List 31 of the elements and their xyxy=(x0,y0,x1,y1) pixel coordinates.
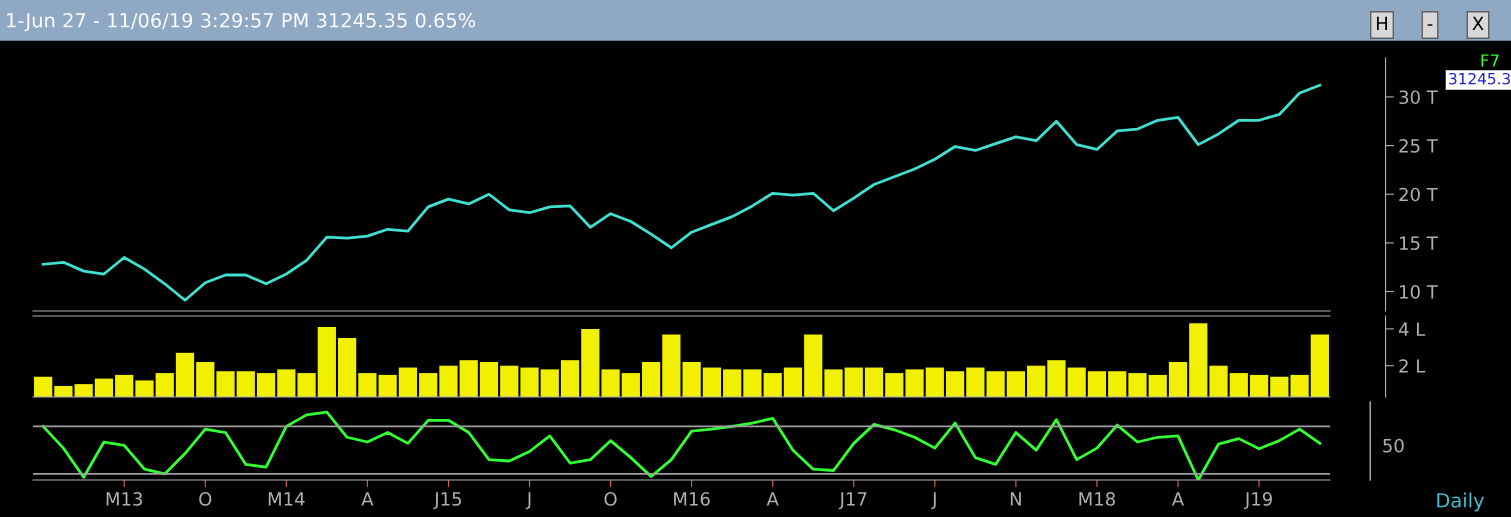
x-tick-label: N xyxy=(1010,492,1021,506)
line-series xyxy=(41,83,1322,302)
x-tick-label: J17 xyxy=(838,492,867,510)
y-tick-label: 10 T xyxy=(1400,285,1438,299)
y-tick-label: 20 T xyxy=(1399,187,1438,202)
x-tick-label: A xyxy=(361,492,374,506)
y-tick-label: 2 L xyxy=(1399,359,1426,373)
x-tick-label: J15 xyxy=(433,492,462,510)
text: 50 xyxy=(1383,438,1404,453)
x-tick-label: O xyxy=(199,492,212,506)
x-tick-label: M13 xyxy=(106,492,143,506)
y-tick-label: 25 T xyxy=(1399,139,1438,153)
text: 31245.3 xyxy=(1449,72,1510,85)
text: Daily xyxy=(1437,492,1485,512)
x-tick-label: J19 xyxy=(1243,492,1272,510)
x-tick-label: J xyxy=(931,492,936,510)
text: X xyxy=(1472,16,1484,30)
x-tick-label: M16 xyxy=(674,492,710,506)
x-tick-label: M18 xyxy=(1079,492,1115,506)
y-tick-label: 30 T xyxy=(1399,90,1438,105)
text: - xyxy=(1427,24,1433,26)
x-tick-label: O xyxy=(604,492,617,506)
x-tick-label: A xyxy=(1171,492,1185,506)
text: F7 xyxy=(1481,54,1499,67)
x-tick-label: A xyxy=(766,492,779,506)
x-tick-label: J xyxy=(525,492,531,510)
text: H xyxy=(1376,16,1388,30)
chart-title: 1-Jun 27 - 11/06/19 3:29:57 PM 31245.35 0.65% xyxy=(7,12,476,32)
y-tick-label: 4 L xyxy=(1398,322,1426,336)
y-tick-label: 15 T xyxy=(1400,236,1438,250)
x-tick-label: M14 xyxy=(268,492,305,506)
